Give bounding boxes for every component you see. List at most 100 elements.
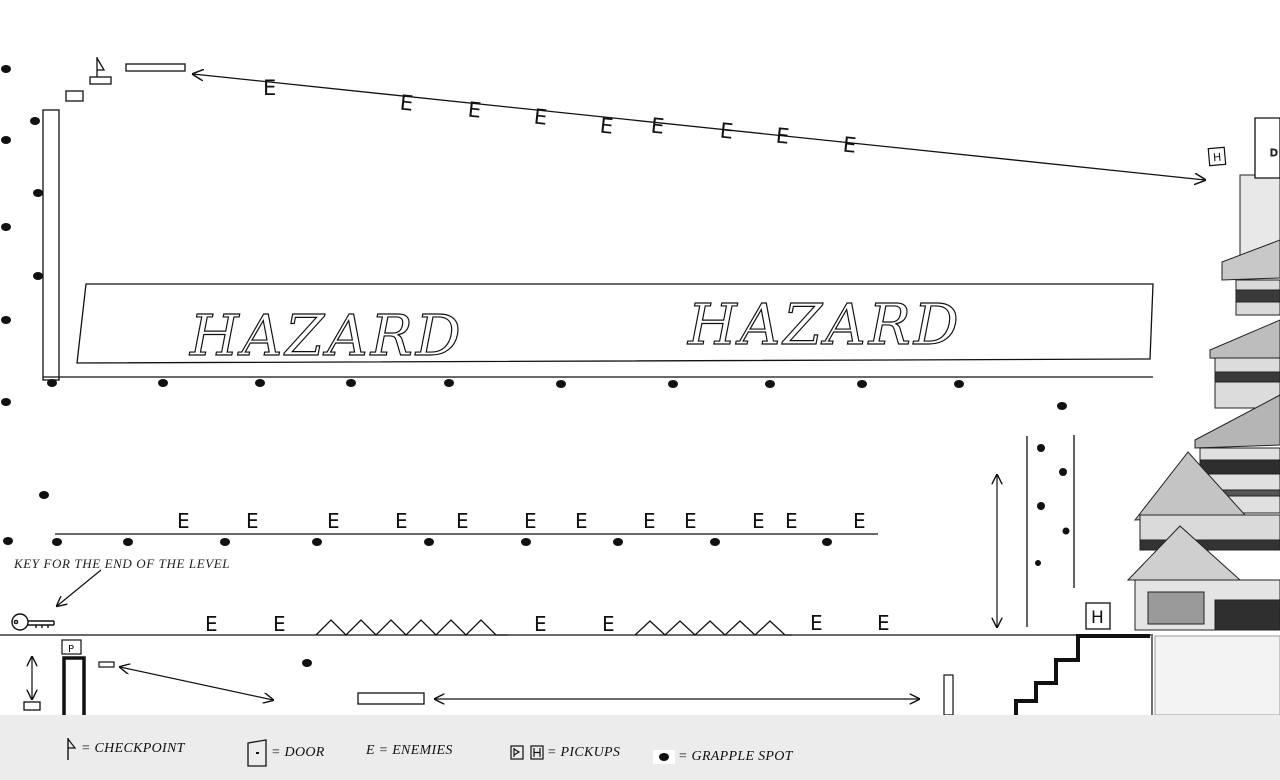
legend-grapple-text: = GRAPPLE SPOT [678, 749, 793, 764]
enemy-marker: E [842, 132, 858, 157]
legend-pickups-text: = PICKUPS [547, 745, 621, 761]
enemy-marker: E [524, 509, 537, 533]
enemy-marker: E [177, 509, 190, 533]
checkpoint-flag-icon [67, 738, 77, 760]
door-letter: P [68, 644, 74, 655]
pillar [62, 656, 86, 715]
castle-image: D [1126, 117, 1280, 716]
pickup-letter: H [1212, 151, 1221, 165]
narrow-post [943, 674, 954, 716]
grapple-spot [1062, 527, 1070, 535]
legend-door-text: = DOOR [271, 745, 325, 761]
pickup-icon [510, 745, 544, 760]
grapple-spot [1059, 468, 1067, 476]
grapple-spot [954, 380, 964, 388]
legend-enemies: E = ENEMIES [366, 743, 453, 759]
enemy-marker: E [534, 612, 547, 636]
grapple-spot [710, 538, 720, 546]
grapple-spot [1035, 560, 1041, 566]
enemy-marker: E [575, 509, 588, 533]
top-traverse-arrow [193, 74, 1205, 180]
grapple-spot [1, 316, 11, 324]
enemy-marker: E [650, 113, 666, 138]
grapple-spot [613, 538, 623, 546]
grapple-spot [1057, 402, 1067, 410]
mid-enemies: E E E E E E E E E E E E [177, 509, 866, 533]
spike-hazard-right [634, 620, 792, 636]
legend-checkpoint: = CHECKPOINT [66, 737, 185, 761]
grapple-spot [30, 117, 40, 125]
key-icon [11, 613, 55, 631]
enemy-marker: E [327, 509, 340, 533]
grapple-spot [302, 659, 312, 667]
grapple-spot [52, 538, 62, 546]
grapple-spot [1037, 444, 1045, 452]
enemy-marker: E [719, 118, 735, 143]
grapple-spot [1, 65, 11, 73]
enemy-marker: E [602, 612, 615, 636]
enemy-marker: E [643, 509, 656, 533]
grapple-spot [312, 538, 322, 546]
castle-door-letter: D [1270, 148, 1278, 159]
spike-hazard-left [315, 619, 508, 636]
enemy-marker: E [775, 123, 791, 148]
grapple-spot [765, 380, 775, 388]
grapple-spot [255, 379, 265, 387]
grapple-spot [33, 272, 43, 280]
enemy-marker: E [684, 509, 697, 533]
legend-pickups: = PICKUPS [510, 745, 620, 761]
door-icon [247, 739, 267, 767]
hazard-label-right: HAZARD [687, 293, 962, 358]
top-left-structures [42, 63, 186, 381]
grapple-spot [857, 380, 867, 388]
grapple-spot [123, 538, 133, 546]
checkpoint-flag-icon [96, 57, 106, 77]
diagonal-move-arrow [120, 667, 273, 700]
enemy-marker: E [853, 509, 866, 533]
moving-platform [357, 692, 425, 705]
enemy-marker: E [533, 104, 549, 129]
pickup-icon: H [1085, 602, 1111, 630]
grapple-spot [1, 398, 11, 406]
grapple-spot [346, 379, 356, 387]
enemy-marker: E [263, 76, 276, 100]
grapple-spot [158, 379, 168, 387]
legend-door: = DOOR [246, 739, 325, 767]
enemy-marker: E [399, 90, 415, 115]
grapple-spot [39, 491, 49, 499]
enemy-marker: E [752, 509, 765, 533]
key-pointer-arrow [57, 569, 102, 606]
enemy-marker: E [810, 611, 823, 635]
legend-bar: = CHECKPOINT = DOOR E = ENEMIES = PICKUP… [0, 715, 1280, 780]
grapple-spots [1, 65, 1070, 667]
grapple-spot-icon [653, 749, 675, 764]
top-enemies: E E E E E E E E E [263, 76, 857, 158]
legend-checkpoint-text: = CHECKPOINT [81, 741, 185, 757]
grapple-spot [1, 223, 11, 231]
enemy-marker: E [467, 97, 483, 122]
grapple-spot [556, 380, 566, 388]
grapple-spot [822, 538, 832, 546]
enemy-marker: E [456, 509, 469, 533]
hazard-label-left: HAZARD [189, 304, 464, 369]
enemy-marker: E [246, 509, 259, 533]
grapple-spot [33, 189, 43, 197]
key-annotation: KEY FOR THE END OF THE LEVEL [14, 556, 231, 571]
grapple-spot [47, 379, 57, 387]
small-ledge [98, 661, 115, 668]
grapple-spot [3, 537, 13, 545]
enemy-marker: E [205, 612, 218, 636]
grapple-spot [668, 380, 678, 388]
enemy-marker: E [599, 113, 615, 138]
grapple-spot [424, 538, 434, 546]
enemy-marker: E [273, 612, 286, 636]
door-icon: P [61, 639, 82, 655]
grapple-spot [521, 538, 531, 546]
staircase [1014, 634, 1150, 715]
pickup-letter: H [1091, 608, 1104, 628]
grapple-spot [220, 538, 230, 546]
enemy-marker: E [395, 509, 408, 533]
legend-grapple: = GRAPPLE SPOT [653, 749, 793, 765]
small-platform [23, 701, 41, 711]
